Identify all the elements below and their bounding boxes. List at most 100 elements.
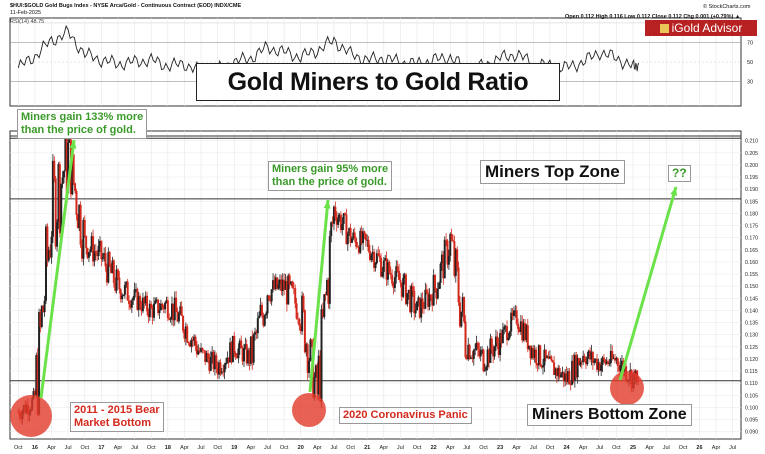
candle-body xyxy=(61,177,64,185)
candle-body xyxy=(572,360,575,381)
candle-body xyxy=(496,336,499,344)
candle-body xyxy=(326,280,329,295)
candle-body xyxy=(350,238,353,243)
candle-body xyxy=(389,272,392,275)
candle-body xyxy=(501,329,504,344)
x-tick-label: Apr xyxy=(712,445,721,451)
x-tick-label: 17 xyxy=(98,445,104,451)
candle-body xyxy=(299,325,302,332)
x-tick-label: Jul xyxy=(264,445,271,451)
candle-body xyxy=(331,222,334,224)
candle-body xyxy=(164,302,167,310)
candle-body xyxy=(316,365,319,395)
candle-body xyxy=(578,358,581,366)
logo-icon xyxy=(659,24,669,33)
candle-body xyxy=(515,310,518,324)
candle-body xyxy=(611,350,614,359)
candle-body xyxy=(604,359,607,364)
candle-body xyxy=(132,297,135,301)
candle-body xyxy=(72,154,75,184)
x-tick-label: Oct xyxy=(679,445,688,451)
candle-body xyxy=(234,353,237,357)
candle-body xyxy=(413,290,416,314)
x-tick-label: Apr xyxy=(645,445,654,451)
price-tick-label: 0.185 xyxy=(745,199,758,205)
candle-body xyxy=(341,224,344,231)
gain-annotation-2: Miners gain 95% more than the price of g… xyxy=(268,161,393,191)
bottom-circle-2015 xyxy=(10,395,52,437)
candle-body xyxy=(136,289,139,310)
candle-body xyxy=(547,356,550,359)
candle-body xyxy=(554,368,557,376)
candle-body xyxy=(254,331,257,335)
candle-body xyxy=(283,279,286,290)
price-tick-label: 0.175 xyxy=(745,224,758,230)
candle-body xyxy=(392,283,395,288)
candle-body xyxy=(566,371,569,383)
candle-body xyxy=(295,303,298,319)
candle-body xyxy=(472,350,475,359)
candle-body xyxy=(58,164,61,234)
x-tick-label: Oct xyxy=(80,445,89,451)
candle-body xyxy=(334,206,337,217)
candle-body xyxy=(229,342,232,363)
candle-body xyxy=(201,348,204,351)
x-tick-label: Apr xyxy=(247,445,256,451)
candle-body xyxy=(193,336,196,341)
candle-body xyxy=(231,335,234,363)
candle-body xyxy=(424,289,427,309)
candle-body xyxy=(44,226,47,301)
candle-body xyxy=(294,288,297,304)
candle-body xyxy=(255,331,258,334)
candle-body xyxy=(266,295,269,314)
candle-body xyxy=(521,321,524,341)
x-tick-label: Oct xyxy=(280,445,289,451)
candle-body xyxy=(569,384,572,386)
candle-body xyxy=(414,310,417,314)
candle-body xyxy=(256,318,259,334)
candle-body xyxy=(80,244,83,259)
candle-body xyxy=(328,236,331,304)
candle-body xyxy=(474,348,477,351)
price-tick-label: 0.105 xyxy=(745,393,758,399)
x-tick-label: Oct xyxy=(546,445,555,451)
candle-body xyxy=(377,253,380,256)
candle-body xyxy=(197,350,200,355)
candle-body xyxy=(50,236,53,258)
candle-body xyxy=(508,331,511,338)
candle-body xyxy=(493,346,496,357)
candle-body xyxy=(206,353,209,360)
candle-body xyxy=(200,348,203,352)
candle-body xyxy=(446,240,449,265)
x-tick-label: Jul xyxy=(330,445,337,451)
candle-body xyxy=(226,357,229,364)
candle-body xyxy=(380,257,383,277)
candle-body xyxy=(76,214,79,229)
arrow-2020-head xyxy=(323,200,331,209)
candle-body xyxy=(319,355,322,402)
candle-body xyxy=(518,328,521,332)
candle-body xyxy=(504,326,507,327)
candle-body xyxy=(262,315,265,326)
x-tick-label: Jul xyxy=(530,445,537,451)
candle-body xyxy=(601,357,604,365)
candle-body xyxy=(540,365,543,368)
candle-body xyxy=(453,241,456,276)
x-tick-label: Oct xyxy=(612,445,621,451)
candle-body xyxy=(584,360,587,365)
candle-body xyxy=(565,373,568,383)
candle-body xyxy=(175,297,178,313)
candle-body xyxy=(143,297,146,304)
question-label: ?? xyxy=(668,165,691,182)
candle-body xyxy=(125,281,128,285)
price-tick-label: 0.155 xyxy=(745,272,758,278)
candle-body xyxy=(499,333,502,355)
candle-body xyxy=(600,364,603,371)
candle-body xyxy=(317,355,320,395)
price-tick-label: 0.120 xyxy=(745,357,758,363)
candle-body xyxy=(357,246,360,253)
candle-body xyxy=(212,352,215,370)
candle-body xyxy=(482,349,485,371)
candle-body xyxy=(558,368,561,378)
gain-annotation-1: Miners gain 133% more than the price of … xyxy=(17,109,148,139)
